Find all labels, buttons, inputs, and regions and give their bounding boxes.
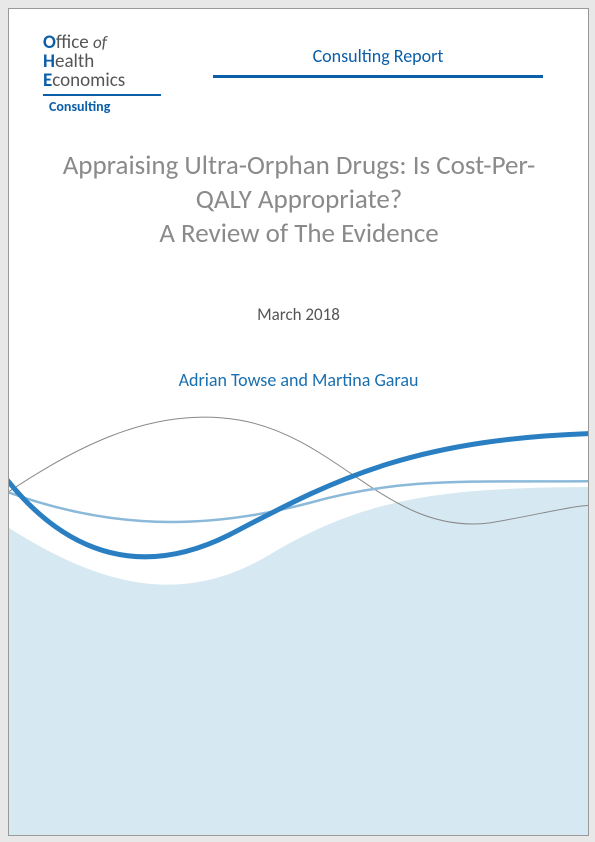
logo-initial-e: E bbox=[43, 69, 52, 92]
wave-thin-line bbox=[9, 417, 588, 524]
wave-mid-line bbox=[9, 481, 588, 522]
header: Office of Health Economics Consulting Co… bbox=[43, 33, 555, 123]
logo-line-3: Economics bbox=[43, 71, 165, 90]
page: Office of Health Economics Consulting Co… bbox=[8, 8, 589, 836]
wave-graphic bbox=[9, 395, 588, 835]
wave-thick-line bbox=[9, 433, 588, 557]
document-type-underline bbox=[213, 75, 543, 78]
logo-divider bbox=[43, 94, 161, 96]
logo-rest-3: conomics bbox=[52, 69, 125, 92]
wave-fill bbox=[9, 487, 588, 835]
authors: Adrian Towse and Martina Garau bbox=[9, 369, 588, 391]
page-title: Appraising Ultra-Orphan Drugs: Is Cost-P… bbox=[49, 149, 549, 250]
ohe-logo: Office of Health Economics Consulting bbox=[43, 33, 165, 115]
logo-of: of bbox=[93, 32, 107, 53]
document-type-block: Consulting Report bbox=[213, 45, 543, 78]
publication-date: March 2018 bbox=[9, 304, 588, 325]
logo-sublabel: Consulting bbox=[49, 98, 165, 115]
document-type: Consulting Report bbox=[213, 45, 543, 73]
